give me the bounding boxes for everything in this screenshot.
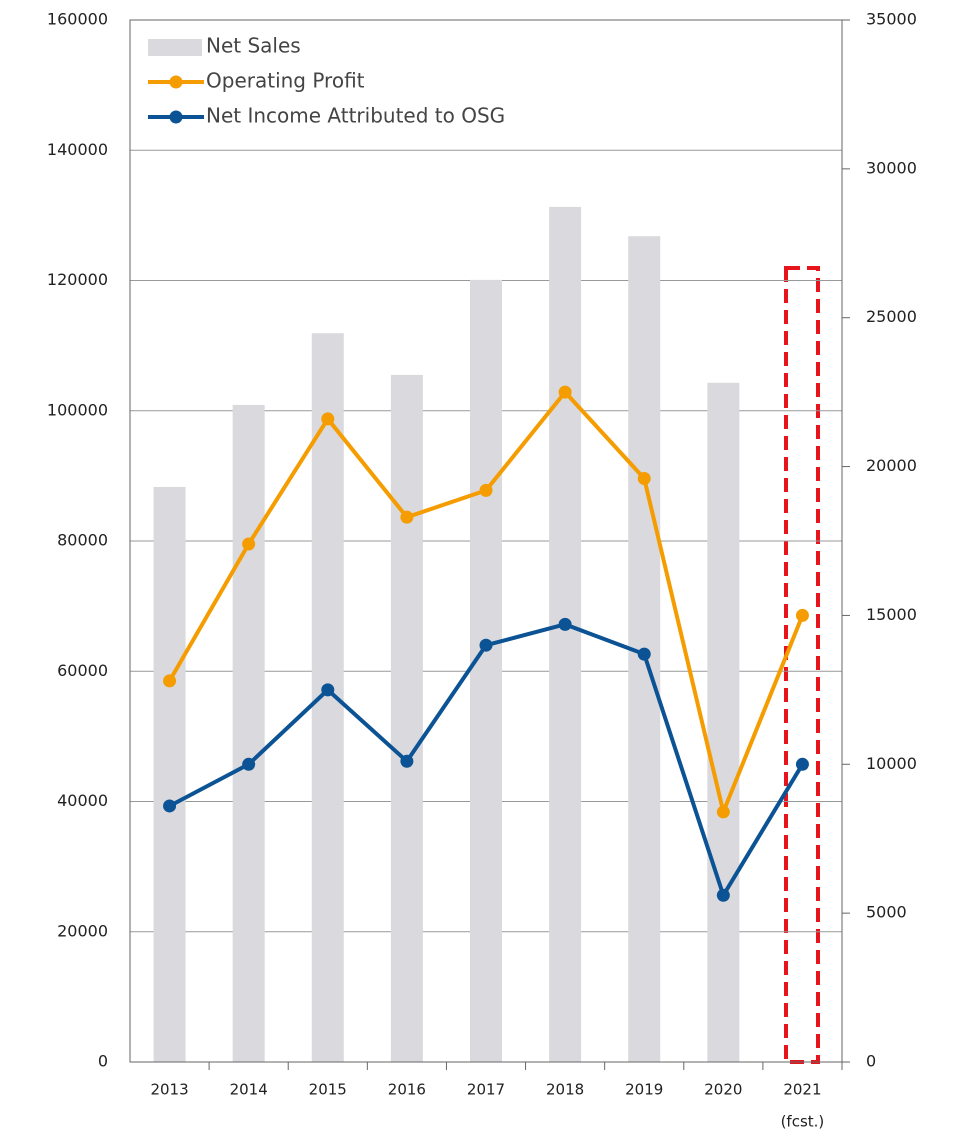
point — [321, 412, 335, 426]
y-tick-label: 40000 — [57, 791, 108, 810]
y2-tick-label: 20000 — [866, 456, 917, 475]
legend-label: Net Income Attributed to OSG — [206, 104, 505, 128]
point — [479, 483, 493, 497]
point — [558, 617, 572, 631]
plot-layer — [130, 19, 842, 1063]
x-tick-label: 2015 — [309, 1081, 347, 1099]
legend-label: Net Sales — [206, 34, 301, 58]
y-tick-label: 60000 — [57, 661, 108, 680]
x-tick-label: 2016 — [388, 1081, 426, 1099]
y-tick-label: 20000 — [57, 921, 108, 940]
point — [716, 888, 730, 902]
point — [242, 537, 256, 551]
point — [163, 799, 177, 813]
y-tick-label: 120000 — [47, 270, 108, 289]
y-tick-label: 0 — [98, 1052, 108, 1071]
y2-tick-label: 15000 — [866, 605, 917, 624]
y2-tick-label: 10000 — [866, 754, 917, 773]
legend-swatch — [169, 75, 183, 89]
plot-frame — [129, 19, 843, 1063]
point — [637, 647, 651, 661]
forecast-highlight — [784, 266, 820, 1064]
legend-label: Operating Profit — [206, 69, 365, 93]
bar — [549, 206, 582, 1062]
point — [637, 471, 651, 485]
y2-tick-label: 30000 — [866, 158, 917, 177]
x-tick-label: 2018 — [546, 1081, 584, 1099]
point — [795, 608, 809, 622]
point — [163, 674, 177, 688]
point — [479, 638, 493, 652]
bar — [232, 404, 265, 1062]
bar — [470, 279, 502, 1062]
point — [795, 757, 809, 771]
y2-tick-label: 5000 — [866, 903, 907, 922]
point — [716, 805, 730, 819]
y-tick-label: 80000 — [57, 531, 108, 550]
x-tick-label: 2021 — [783, 1081, 821, 1099]
bar — [153, 486, 186, 1062]
x-tick-label: 2014 — [230, 1081, 268, 1099]
y2-tick-label: 35000 — [866, 10, 917, 29]
y-tick-label: 100000 — [47, 400, 108, 419]
y-tick-label: 140000 — [47, 140, 108, 159]
annotation: (fcst.) — [781, 1113, 825, 1131]
point — [400, 754, 414, 768]
point — [558, 385, 572, 399]
x-tick-label: 2020 — [704, 1081, 742, 1099]
y2-tick-label: 0 — [866, 1052, 876, 1071]
legend-swatch — [148, 39, 202, 56]
legend-swatch — [169, 110, 183, 124]
point — [400, 510, 414, 524]
x-tick-label: 2013 — [150, 1081, 188, 1099]
bar — [390, 374, 423, 1062]
x-tick-label: 2019 — [625, 1081, 663, 1099]
bar — [707, 382, 740, 1063]
x-tick-label: 2017 — [467, 1081, 505, 1099]
y-tick-label: 160000 — [47, 10, 108, 29]
y2-tick-label: 25000 — [866, 307, 917, 326]
point — [242, 757, 256, 771]
point — [321, 683, 335, 697]
